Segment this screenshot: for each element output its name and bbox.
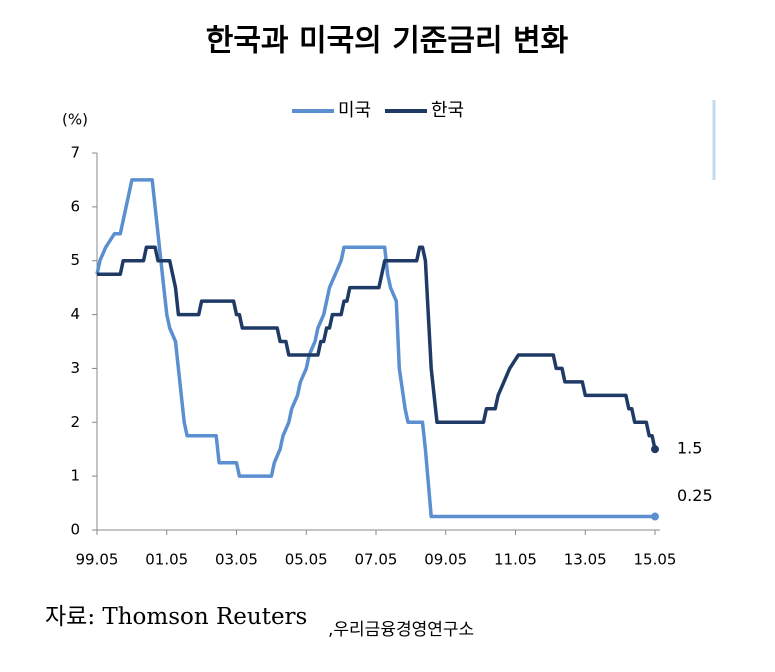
x-tick-label: 01.05: [145, 551, 188, 569]
y-tick-label: 1: [70, 467, 80, 485]
x-tick-label: 07.05: [355, 551, 398, 569]
x-tick-label: 09.05: [424, 551, 467, 569]
y-tick-label: 2: [70, 413, 80, 431]
y-tick-label: 0: [70, 521, 80, 539]
end-marker: [651, 445, 659, 454]
x-tick-label: 13.05: [564, 551, 607, 569]
series-line: [97, 245, 657, 450]
y-tick-label: 4: [70, 305, 80, 323]
series-line: [95, 178, 655, 519]
y-tick-label: 7: [70, 144, 80, 162]
x-tick-label: 11.05: [494, 551, 537, 569]
y-axis-label: (%): [62, 111, 88, 129]
y-tick-label: 5: [70, 251, 80, 269]
value-label: 1.5: [677, 439, 702, 458]
end-marker: [651, 512, 659, 521]
y-tick-label: 6: [70, 197, 80, 215]
x-tick-label: 03.05: [215, 551, 258, 569]
x-tick-label: 15.05: [634, 551, 677, 569]
legend-label: 미국: [338, 100, 371, 121]
source-note: ,우리금융경영연구소: [328, 620, 474, 640]
source: 자료: Thomson Reuters: [45, 604, 307, 630]
x-tick-label: 99.05: [76, 551, 119, 569]
x-tick-label: 05.05: [285, 551, 328, 569]
chart-title: 한국과 미국의 기준금리 변화: [206, 24, 569, 59]
legend-label: 한국: [431, 100, 464, 121]
y-tick-label: 3: [70, 359, 80, 377]
value-label: 0.25: [677, 486, 713, 505]
